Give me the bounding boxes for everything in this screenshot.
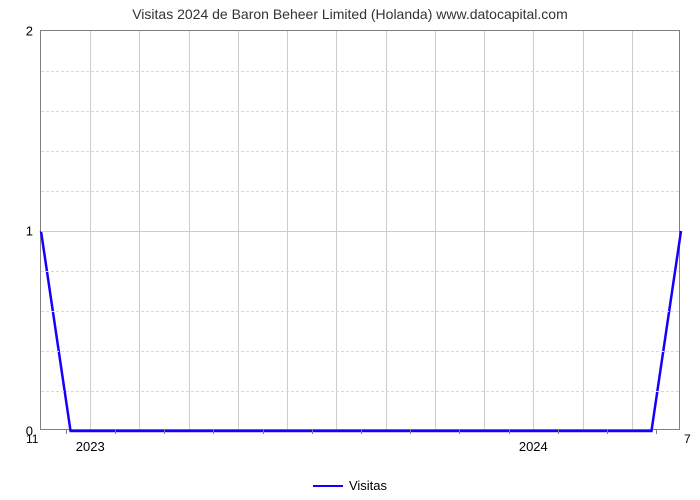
corner-label-bottom-left: 11 bbox=[26, 432, 38, 446]
gridline-vertical bbox=[139, 31, 140, 429]
gridline-vertical bbox=[533, 31, 534, 429]
gridline-horizontal bbox=[41, 231, 679, 232]
gridline-horizontal-minor bbox=[41, 311, 679, 312]
gridline-horizontal-minor bbox=[41, 71, 679, 72]
x-minor-tick bbox=[361, 429, 362, 434]
gridline-vertical bbox=[189, 31, 190, 429]
x-tick-label: 2023 bbox=[76, 429, 105, 454]
x-minor-tick bbox=[607, 429, 608, 434]
gridline-horizontal-minor bbox=[41, 391, 679, 392]
gridline-vertical bbox=[583, 31, 584, 429]
x-minor-tick bbox=[656, 429, 657, 434]
x-minor-tick bbox=[509, 429, 510, 434]
gridline-horizontal-minor bbox=[41, 271, 679, 272]
gridline-horizontal-minor bbox=[41, 351, 679, 352]
chart-title: Visitas 2024 de Baron Beheer Limited (Ho… bbox=[0, 6, 700, 22]
legend-label: Visitas bbox=[349, 478, 387, 493]
x-minor-tick bbox=[312, 429, 313, 434]
x-minor-tick bbox=[66, 429, 67, 434]
plot-area: 01220232024 bbox=[40, 30, 680, 430]
gridline-vertical bbox=[287, 31, 288, 429]
series-path bbox=[41, 231, 681, 431]
gridline-vertical bbox=[632, 31, 633, 429]
chart-container: Visitas 2024 de Baron Beheer Limited (Ho… bbox=[0, 0, 700, 500]
gridline-vertical bbox=[336, 31, 337, 429]
x-minor-tick bbox=[115, 429, 116, 434]
gridline-vertical bbox=[386, 31, 387, 429]
x-minor-tick bbox=[213, 429, 214, 434]
legend-line-icon bbox=[313, 485, 343, 487]
gridline-horizontal-minor bbox=[41, 191, 679, 192]
x-minor-tick bbox=[410, 429, 411, 434]
x-minor-tick bbox=[263, 429, 264, 434]
y-tick-label: 1 bbox=[26, 224, 41, 239]
corner-label-bottom-right: 7 bbox=[684, 432, 691, 446]
x-minor-tick bbox=[558, 429, 559, 434]
gridline-vertical bbox=[435, 31, 436, 429]
x-minor-tick bbox=[164, 429, 165, 434]
x-tick-label: 2024 bbox=[519, 429, 548, 454]
legend: Visitas bbox=[313, 478, 387, 493]
y-tick-label: 2 bbox=[26, 24, 41, 39]
gridline-vertical bbox=[484, 31, 485, 429]
gridline-horizontal-minor bbox=[41, 111, 679, 112]
gridline-horizontal-minor bbox=[41, 151, 679, 152]
gridline-vertical bbox=[90, 31, 91, 429]
x-minor-tick bbox=[459, 429, 460, 434]
gridline-vertical bbox=[238, 31, 239, 429]
